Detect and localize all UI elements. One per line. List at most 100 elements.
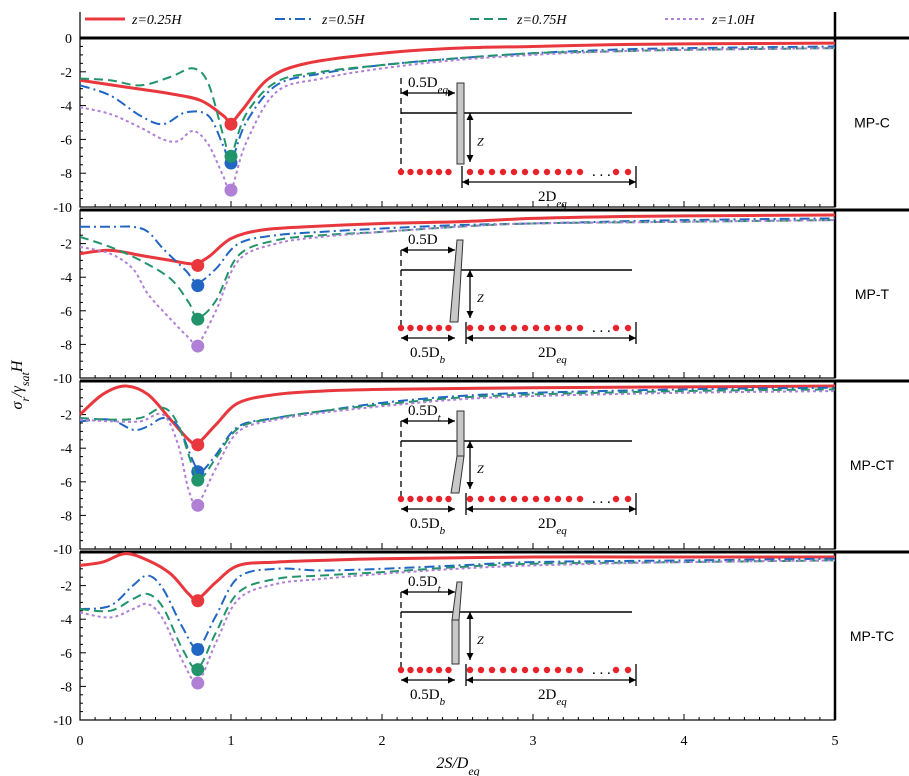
pile-dot — [510, 168, 518, 176]
pile-dot — [426, 324, 433, 332]
series-marker-1 — [191, 279, 205, 293]
two-deq-label: 2Deq — [538, 687, 567, 708]
y-tick-label: -10 — [53, 543, 72, 558]
half-diameter-label-bottom: 0.5Db — [410, 345, 446, 366]
pile-dot — [397, 666, 405, 674]
pile-dot — [426, 168, 433, 176]
half-diameter-label-bottom: 0.5Db — [410, 516, 446, 537]
series-marker-0 — [224, 117, 238, 131]
depth-label: Z — [477, 462, 484, 476]
pile-dot — [521, 168, 529, 176]
pile-dot — [543, 324, 551, 332]
arrow-head — [448, 676, 455, 684]
panel-MP-TC: -2 -4 -6 -8 -10 MP-TC . . . 0.5Dt Z 0.5Db 2Deq — [53, 550, 909, 729]
pile-dot — [612, 168, 620, 176]
y-tick-label: -4 — [60, 271, 72, 286]
arrow-head — [466, 653, 474, 660]
series-line-3 — [79, 47, 836, 193]
x-tick-label: 4 — [681, 734, 688, 749]
pile-dot — [477, 495, 485, 503]
series-marker-0 — [191, 438, 205, 452]
pile-dot — [565, 324, 573, 332]
panel-label: MP-CT — [850, 457, 895, 473]
arrow-head — [401, 417, 408, 425]
pile-dot — [477, 324, 485, 332]
series-line-0 — [79, 213, 836, 266]
series-marker-0 — [191, 258, 205, 272]
pile-dot — [435, 495, 443, 503]
panel-MP-T: -2 -4 -6 -8 -10 MP-T . . . 0.5D Z 0.5Db 2Deq — [53, 208, 909, 387]
series-line-0 — [79, 552, 835, 602]
half-diameter-label-bottom: 0.5Db — [410, 687, 446, 708]
arrow-head — [629, 676, 636, 684]
pile-dot — [624, 495, 632, 503]
arrow-head — [401, 334, 408, 342]
x-tick-label: 5 — [832, 734, 839, 749]
pile-dot — [488, 168, 496, 176]
series-line-1 — [79, 386, 836, 473]
pile-dot — [532, 324, 540, 332]
arrow-head — [448, 588, 455, 596]
y-axis-title-text: σr/γsatH — [9, 359, 32, 409]
series-line-2 — [79, 47, 836, 157]
series-line-3 — [79, 219, 836, 347]
arrow-head — [448, 505, 455, 513]
series-marker-3 — [191, 498, 205, 512]
series-marker-2 — [191, 312, 205, 326]
pile-dot — [554, 168, 562, 176]
pile-dot — [532, 666, 540, 674]
arrow-head — [466, 676, 473, 684]
pile-shape-lower — [450, 455, 465, 494]
series-line-2 — [79, 388, 836, 480]
x-tick-label: 1 — [228, 734, 235, 749]
pile-dot — [407, 324, 414, 332]
pile-dot — [612, 666, 620, 674]
pile-dot — [397, 168, 405, 176]
arrow-head — [466, 311, 474, 318]
series-line-1 — [80, 217, 836, 284]
x-axis-title: 2S/Deq — [436, 755, 479, 776]
pile-dot — [488, 495, 496, 503]
pile-dot — [499, 324, 507, 332]
y-tick-label: -2 — [60, 66, 72, 81]
series-marker-1 — [191, 642, 205, 656]
y-tick-label: -10 — [53, 201, 72, 216]
dots-ellipsis: . . . — [592, 662, 611, 678]
pile-dot — [565, 666, 573, 674]
pile-dot — [612, 324, 620, 332]
series-marker-3 — [191, 676, 205, 690]
pile-dot — [521, 324, 529, 332]
arrow-head — [448, 334, 455, 342]
pile-shape-upper — [456, 410, 465, 457]
series-line-3 — [79, 390, 836, 506]
pile-dot — [499, 495, 507, 503]
panel-label: MP-TC — [850, 628, 894, 644]
pile-dot — [466, 666, 474, 674]
arrow-head — [466, 505, 473, 513]
pile-dot — [397, 324, 405, 332]
pile-dot — [435, 168, 443, 176]
series-line-0 — [79, 41, 836, 125]
arrow-head — [401, 505, 408, 513]
series-line-2 — [79, 559, 836, 670]
pile-shape — [456, 82, 465, 165]
pile-dot — [445, 666, 452, 674]
pile-shape — [449, 239, 464, 323]
panel-MP-CT: -2 -4 -6 -8 -10 MP-CT . . . 0.5Dt Z 0.5Db 2Deq — [53, 379, 909, 558]
pile-dot — [466, 495, 474, 503]
dots-ellipsis: . . . — [592, 491, 611, 507]
pile-dot — [466, 168, 474, 176]
y-tick-label: -10 — [53, 372, 72, 387]
pile-dot — [477, 666, 485, 674]
arrow-head — [466, 270, 474, 277]
y-tick-label: -4 — [60, 613, 72, 628]
y-tick-label: -2 — [60, 238, 72, 253]
arrow-head — [401, 246, 408, 254]
half-diameter-label-top: 0.5Dt — [408, 403, 442, 424]
pile-dot — [499, 666, 507, 674]
pile-dot — [445, 495, 452, 503]
y-tick-label: -8 — [60, 167, 72, 182]
